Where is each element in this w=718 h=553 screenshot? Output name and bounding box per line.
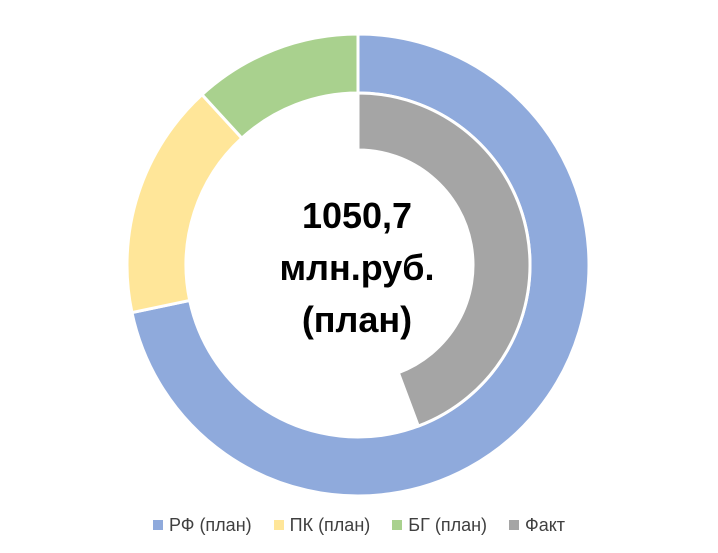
outer-slice-бг-план — [199, 32, 360, 141]
legend-label: БГ (план) — [408, 514, 488, 535]
legend-swatch — [152, 520, 163, 530]
legend-label: ПК (план) — [289, 514, 371, 535]
legend-label: РФ (план) — [168, 514, 252, 535]
donut-chart-svg — [125, 32, 591, 498]
inner-slice-факт — [356, 91, 532, 429]
legend-swatch — [392, 520, 403, 530]
legend-item-fact: Факт — [509, 515, 565, 536]
legend-swatch — [509, 520, 520, 530]
center-label-unit: млн.руб. — [279, 247, 435, 288]
legend-item-rf: РФ (план) — [152, 514, 252, 536]
legend: РФ (план) ПК (план) БГ (план) Факт — [0, 511, 718, 539]
legend-swatch — [273, 520, 284, 530]
legend-label: Факт — [525, 514, 566, 535]
center-label-value: 1050,7 — [301, 195, 413, 236]
inner-ring — [356, 91, 532, 429]
legend-item-bg: БГ (план) — [392, 515, 487, 536]
legend-item-pk: ПК (план) — [273, 514, 371, 536]
center-label: 1050,7 млн.руб. (план) — [207, 190, 507, 346]
center-label-note: (план) — [301, 299, 413, 340]
